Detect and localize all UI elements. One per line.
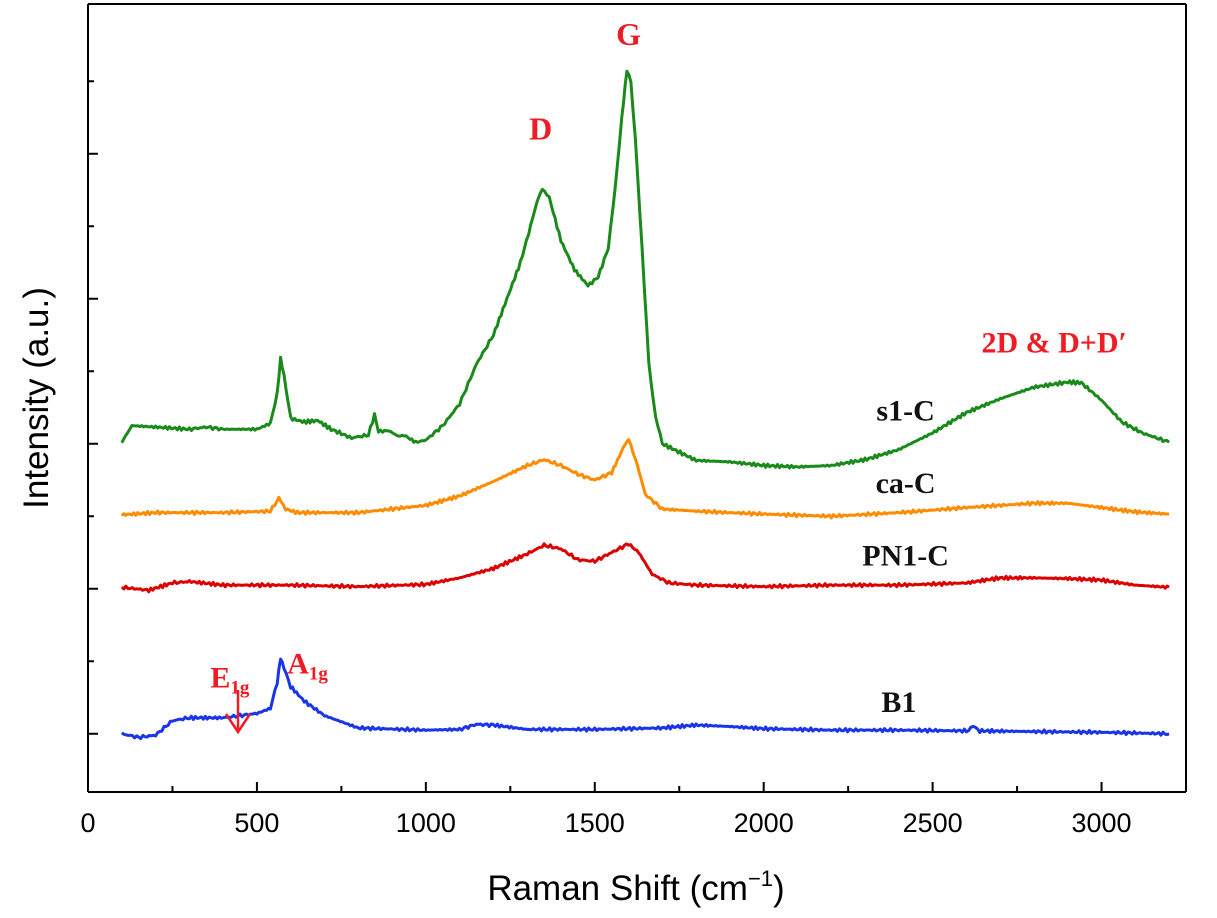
series-line-s1-c [120, 69, 1171, 470]
x-axis-title: Raman Shift (cm−1) [487, 866, 784, 908]
series-label: s1-C [876, 395, 934, 428]
x-tick-label: 500 [234, 808, 279, 838]
plot-frame [87, 3, 1187, 793]
y-ticks [88, 80, 98, 735]
x-axis-title-end: ) [773, 869, 785, 908]
peak-label: D [529, 110, 552, 146]
x-tick-label: 2500 [903, 808, 963, 838]
series-label: PN1-C [862, 540, 949, 573]
peak-annotations: G D 2D & D+D′ A1g E1g [210, 16, 1127, 735]
series-line-ca-c [120, 438, 1170, 520]
peak-label: 2D & D+D′ [981, 326, 1127, 359]
x-tick-label: 3000 [1071, 808, 1131, 838]
x-tick-label: 1500 [565, 808, 625, 838]
x-axis-title-sup: −1 [748, 866, 773, 891]
e1g-arrow-head [224, 713, 252, 735]
series-label: B1 [881, 686, 916, 719]
x-ticks: 0 500 1000 1500 2000 2500 3000 [80, 782, 1132, 838]
x-tick-label: 2000 [734, 808, 794, 838]
peak-label: E1g [210, 661, 250, 698]
peak-label: A1g [287, 648, 328, 685]
series-line-b1 [120, 657, 1170, 741]
x-axis-title-main: Raman Shift (cm [487, 869, 748, 908]
series-labels: s1-C ca-C PN1-C B1 [862, 395, 949, 719]
series-label: ca-C [876, 467, 936, 500]
x-tick-label: 0 [80, 808, 95, 838]
series-line-pn1-c [120, 542, 1170, 594]
peak-label: G [616, 16, 641, 52]
y-axis-title: Intensity (a.u.) [17, 287, 56, 509]
x-tick-label: 1000 [396, 808, 456, 838]
series-group [120, 69, 1171, 741]
